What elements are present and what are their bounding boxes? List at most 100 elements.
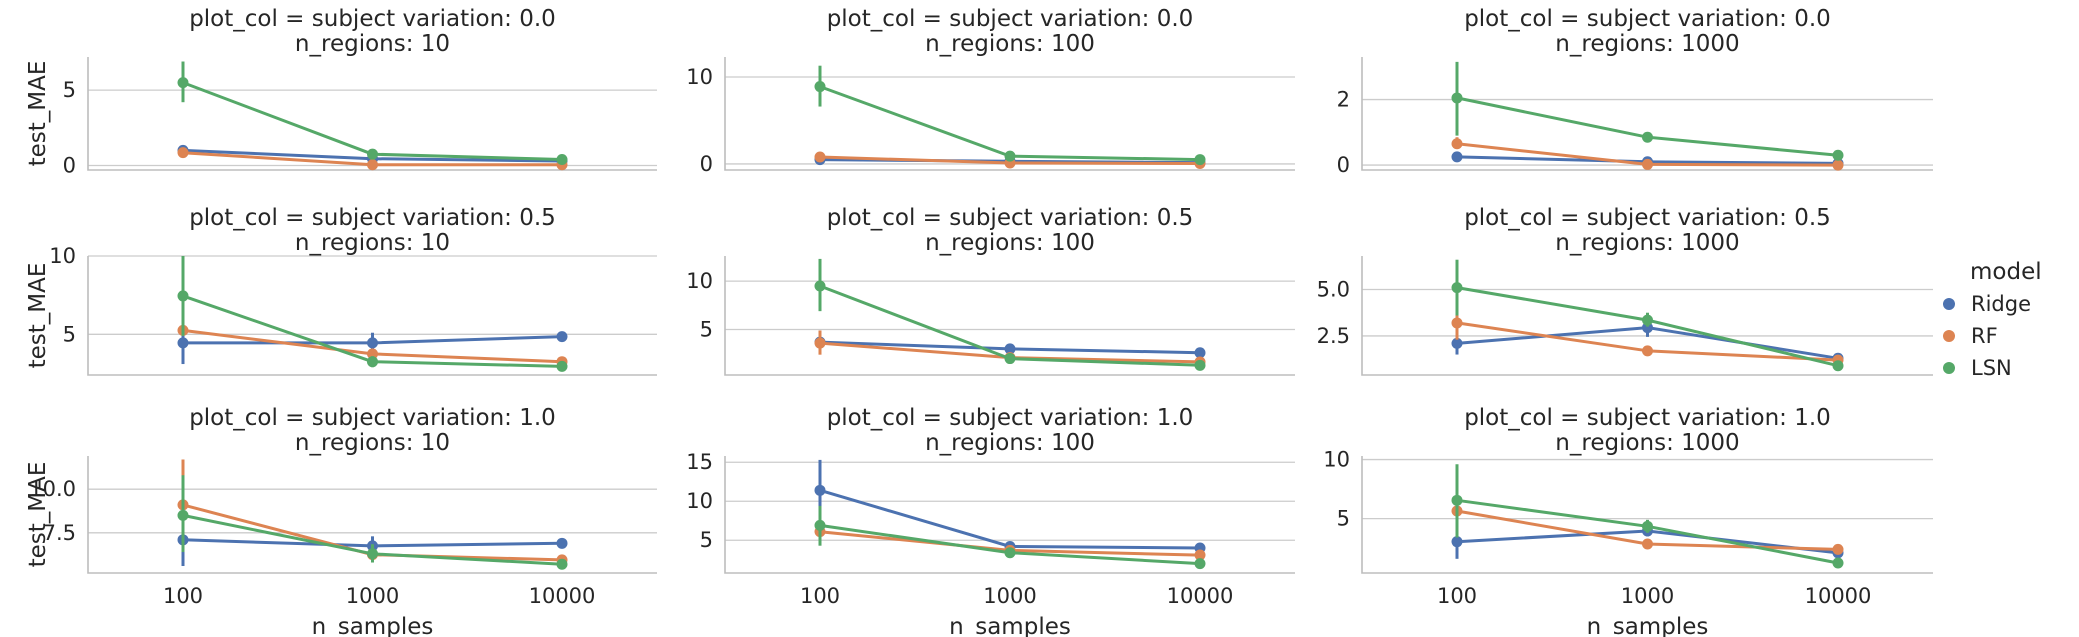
facet-title-line1: plot_col = subject variation: 0.5 [189,205,556,231]
data-point [367,148,378,160]
data-point [1004,547,1016,559]
series-lsn [177,256,568,372]
axis-spine [1361,456,1933,574]
y-tick-label: 10 [1323,448,1350,472]
x-tick-label: 100 [1437,584,1477,608]
data-point [556,360,568,372]
facet-title-line1: plot_col = subject variation: 0.0 [1464,6,1831,32]
y-tick-label: 5 [700,318,713,342]
data-point [367,548,378,560]
series-lsn [1451,464,1844,569]
data-point [1194,549,1206,561]
data-point [367,337,378,349]
data-point [1194,558,1206,570]
data-point [814,280,826,292]
data-point [1194,347,1206,359]
x-tick-label: 1000 [1621,584,1674,608]
data-point [1642,538,1653,550]
axis-spine [1361,57,1933,171]
facet-title-line2: n_regions: 10 [295,31,450,57]
y-tick-label: 5.0 [1317,277,1350,301]
facet-title-line1: plot_col = subject variation: 1.0 [827,405,1194,431]
data-point [1642,314,1653,326]
series-rf [177,147,568,171]
data-point [1451,337,1463,349]
facet-title-line2: n_regions: 100 [925,430,1095,456]
series-lsn [177,475,568,570]
facet-panel: 0 5 plot_col = subject variation: 0.0n_reg… [25,6,657,177]
y-axis-label: test_MAE [25,263,51,369]
data-point [1451,151,1463,163]
data-point [1451,92,1463,104]
y-tick-label: 5 [63,78,76,102]
y-tick-label: 7.5 [43,521,76,545]
data-point [1832,159,1844,171]
y-axis-label: test_MAE [25,462,51,568]
legend-marker [1943,362,1955,374]
facet-panel: 2.5 5.0 plot_col = subject variation: 0.5n… [1317,205,1933,376]
facet-title-line2: n_regions: 10 [295,230,450,256]
x-tick-label: 1000 [346,584,399,608]
series-lsn [814,258,1206,371]
axis-spine [87,456,657,574]
legend: model Ridge RF LSN [1943,259,2042,380]
facet-panel: 0 10 plot_col = subject variation: 0.0n_re… [686,6,1295,176]
series-lsn [1451,61,1844,161]
data-point [177,337,189,349]
x-tick-label: 10000 [1805,584,1872,608]
y-tick-label: 5 [63,322,76,346]
x-tick-label: 100 [163,584,203,608]
series-ridge [814,459,1206,554]
data-point [1451,494,1463,506]
facet-title-line1: plot_col = subject variation: 0.0 [827,6,1194,32]
legend-entry-lsn: LSN [1943,356,2012,380]
facet-title-line2: n_regions: 1000 [1555,31,1739,57]
data-point [1832,360,1844,372]
y-tick-label: 10.0 [29,477,76,501]
legend-label: Ridge [1971,292,2031,316]
legend-entry-rf: RF [1943,324,1998,348]
facet-panel: 5 10 plot_col = subject variation: 0.5n_re… [686,205,1295,376]
x-tick-label: 10000 [1167,584,1234,608]
legend-label: RF [1971,324,1998,348]
series-line [819,85,1201,162]
axis-spine [1361,256,1933,376]
legend-title: model [1970,259,2042,285]
series-lsn [177,61,568,165]
data-point [367,159,378,171]
x-tick-label: 1000 [983,584,1036,608]
facet-panel: 5 10 plot_col = subject variation: 1.0n_re… [1323,405,1933,637]
data-point [177,147,189,159]
data-point [1642,345,1653,357]
y-tick-label: 0 [700,152,713,176]
axis-spine [724,57,1295,171]
data-point [1642,158,1653,170]
data-point [1642,131,1653,143]
data-point [1194,359,1206,371]
y-tick-label: 5 [700,528,713,552]
y-tick-label: 0 [1337,153,1350,177]
series-rf [1451,137,1844,171]
series-lsn [814,505,1206,570]
data-point [814,484,826,496]
series-lsn [814,65,1206,166]
facet-title-line1: plot_col = subject variation: 1.0 [189,405,556,431]
data-point [177,509,189,521]
data-point [814,81,826,93]
data-point [1004,150,1016,162]
data-point [814,151,826,163]
data-point [177,290,189,302]
data-point [556,153,568,165]
y-tick-label: 2.5 [1317,324,1350,348]
legend-entry-ridge: Ridge [1943,292,2031,316]
data-point [1832,149,1844,161]
series-line [182,81,563,161]
y-tick-label: 5 [1337,507,1350,531]
data-point [1832,543,1844,555]
facet-title-line1: plot_col = subject variation: 0.5 [1464,205,1831,231]
data-point [1194,154,1206,166]
data-point [1451,317,1463,329]
legend-marker [1943,330,1955,342]
